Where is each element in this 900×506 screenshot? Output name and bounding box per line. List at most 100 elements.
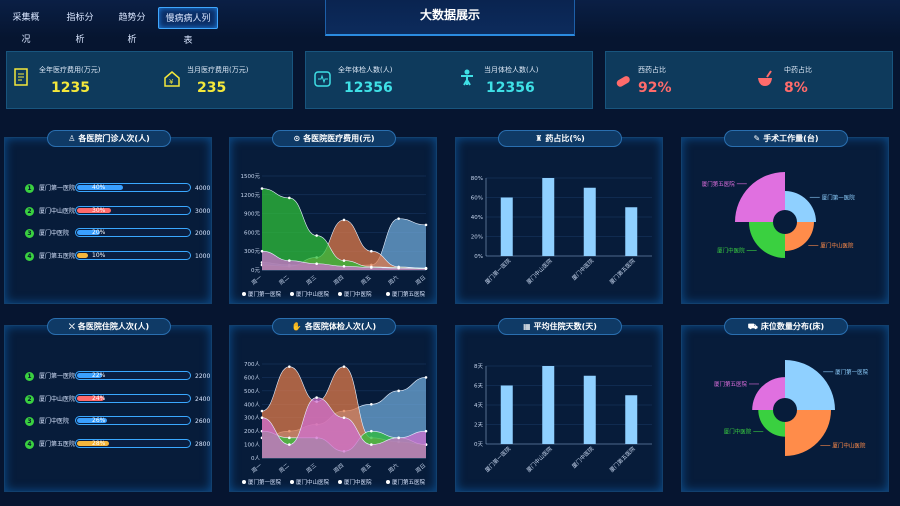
legend-label: 厦门第一医院 bbox=[248, 290, 282, 298]
home-yuan-icon: ¥ bbox=[164, 71, 180, 87]
slice-label: 厦门中山医院 bbox=[820, 241, 854, 249]
legend-marker bbox=[290, 292, 294, 296]
rank-badge: 1 bbox=[25, 184, 34, 193]
series-area bbox=[262, 397, 426, 458]
bar bbox=[542, 366, 555, 444]
panel-title: ▦ 平均住院天数(天) bbox=[498, 318, 622, 335]
panel-cost: ⊙ 各医院医疗费用(元) 0元 300元 600元 900元 1200元 1500元 周一 周二… bbox=[229, 130, 437, 304]
data-point bbox=[397, 217, 400, 220]
panel-stay: ▦ 平均住院天数(天) 0天 2天 4天 6天 8天 厦门第一医院 厦门中山医院 厦门中医院 厦门… bbox=[455, 318, 663, 492]
data-point bbox=[288, 365, 291, 368]
rank-badge: 2 bbox=[25, 394, 34, 404]
tab-chronic-patients[interactable]: 慢病病人列表 bbox=[158, 7, 218, 46]
x-tick-label: 周四 bbox=[332, 462, 345, 474]
x-tick-label: 周六 bbox=[386, 273, 400, 287]
person-icon: ♙ bbox=[68, 134, 76, 143]
progress-fill bbox=[77, 418, 107, 423]
data-point bbox=[315, 262, 318, 266]
series-area bbox=[262, 188, 426, 270]
stat-value: 235 bbox=[197, 80, 227, 96]
hospital-name: 厦门第五医院 bbox=[39, 440, 76, 448]
panel-beds: ⛟ 床位数量分布(床) 厦门第一医院 厦门中山医院 厦门中医院 厦门第五医院 bbox=[681, 318, 889, 492]
legend-marker bbox=[386, 480, 390, 484]
stat-label: 全年体检人数(人) bbox=[338, 66, 393, 74]
panel-title: ✎ 手术工作量(台) bbox=[724, 130, 848, 147]
y-tick-label: 600元 bbox=[244, 229, 260, 236]
x-tick-label: 周日 bbox=[414, 274, 427, 286]
data-point bbox=[370, 266, 373, 269]
x-tick-label: 周五 bbox=[360, 462, 373, 475]
progress-percent: 24% bbox=[92, 394, 106, 402]
y-tick-label: 300人 bbox=[244, 415, 260, 422]
progress-fill bbox=[77, 373, 102, 378]
tab-collection-overview[interactable]: 采集概况 bbox=[12, 13, 40, 45]
tab-indicator-analysis[interactable]: 指标分析 bbox=[66, 13, 94, 45]
panel-title: ♙ 各医院门诊人次(人) bbox=[47, 130, 171, 147]
y-tick-label: 6天 bbox=[474, 383, 483, 390]
data-point bbox=[424, 376, 428, 379]
progress-bar: 20% bbox=[75, 228, 191, 237]
progress-percent: 30% bbox=[92, 206, 106, 214]
legend-marker bbox=[338, 292, 342, 296]
data-point bbox=[288, 436, 291, 440]
bar bbox=[625, 395, 638, 444]
y-tick-label: 0人 bbox=[251, 455, 260, 462]
progress-percent: 10% bbox=[92, 251, 106, 259]
row-count: 2800 bbox=[195, 440, 211, 448]
row-count: 2200 bbox=[195, 373, 211, 380]
rose-slice bbox=[735, 172, 785, 222]
data-point bbox=[288, 259, 291, 262]
rose-slice bbox=[785, 222, 814, 251]
progress-percent: 26% bbox=[92, 417, 106, 424]
row-count: 2000 bbox=[195, 230, 211, 237]
progress-percent: 20% bbox=[92, 229, 106, 236]
data-point bbox=[342, 365, 346, 368]
yuan-icon: ⊙ bbox=[293, 134, 301, 143]
legend-marker bbox=[290, 480, 294, 484]
row-count: 3000 bbox=[195, 207, 211, 215]
receipt-icon bbox=[14, 68, 28, 86]
legend-label: 厦门第五医院 bbox=[392, 290, 426, 298]
y-tick-label: 0% bbox=[474, 254, 483, 260]
stat-label: 当月体检人数(人) bbox=[484, 66, 539, 74]
progress-bar: 22% bbox=[75, 371, 191, 380]
panel-outpatient: ♙ 各医院门诊人次(人) 1 厦门第一医院 40% 4000 2 厦门中山医院 30… bbox=[4, 130, 212, 304]
panel-title: ⛟ 床位数量分布(床) bbox=[724, 318, 848, 335]
x-tick-label: 厦门中山医院 bbox=[525, 256, 554, 285]
progress-percent: 28% bbox=[92, 439, 106, 447]
data-point bbox=[370, 429, 373, 433]
progress-bar: 10% bbox=[75, 250, 191, 260]
y-tick-label: 1200元 bbox=[241, 192, 261, 199]
x-tick-label: 厦门中医院 bbox=[570, 444, 595, 469]
ranking-row: 3 厦门中医院 20% 2000 bbox=[25, 228, 210, 239]
row-count: 4000 bbox=[195, 185, 211, 192]
rank-badge: 4 bbox=[25, 251, 34, 261]
legend-marker bbox=[386, 292, 390, 296]
y-tick-label: 700人 bbox=[244, 361, 260, 368]
stat-value: 12356 bbox=[344, 80, 393, 96]
x-tick-label: 厦门中医院 bbox=[570, 256, 595, 281]
y-tick-label: 0元 bbox=[251, 267, 260, 274]
legend-label: 厦门中医院 bbox=[344, 478, 372, 486]
y-tick-label: 600人 bbox=[244, 374, 260, 381]
tab-trend-analysis[interactable]: 趋势分析 bbox=[118, 13, 146, 45]
ranking-row: 4 厦门第五医院 28% 2800 bbox=[25, 438, 210, 450]
data-point bbox=[424, 429, 428, 433]
svg-text:¥: ¥ bbox=[169, 78, 174, 86]
panel-title: ♜ 药占比(%) bbox=[498, 130, 622, 147]
data-point bbox=[424, 267, 428, 271]
person-icon bbox=[461, 69, 473, 86]
rose-slice bbox=[748, 222, 785, 259]
panel-checkup: ✋ 各医院体检人次(人) 0人 100人 200人 300人 400人 500人 600人 70… bbox=[229, 318, 437, 492]
panel-surgery: ✎ 手术工作量(台) 厦门第一医院 厦门中山医院 厦门中医院 厦门第五医院 bbox=[681, 130, 889, 304]
x-tick-label: 周一 bbox=[250, 274, 263, 287]
bar bbox=[583, 187, 596, 256]
progress-fill bbox=[77, 395, 104, 401]
bar bbox=[500, 197, 513, 256]
x-tick-label: 厦门第一医院 bbox=[483, 256, 512, 285]
stat-value: 92% bbox=[638, 80, 672, 96]
rank-badge: 4 bbox=[25, 439, 34, 449]
row-count: 2600 bbox=[195, 418, 211, 425]
